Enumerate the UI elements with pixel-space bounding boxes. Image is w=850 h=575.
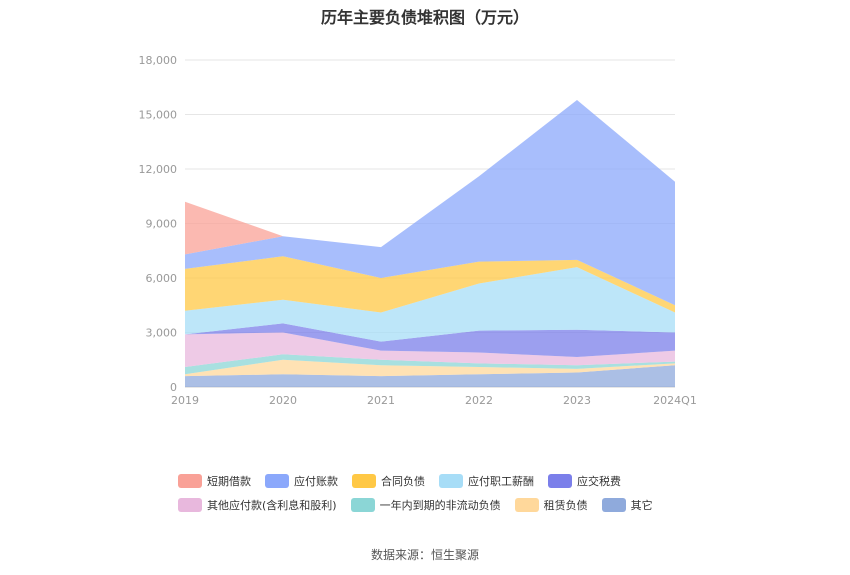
area-应付职工薪酬: [185, 267, 675, 342]
area-一年内到期的非流动负债: [185, 354, 675, 375]
y-tick-label: 18,000: [139, 54, 178, 67]
area-其他应付款(含利息和股利): [185, 332, 675, 368]
legend-label: 一年内到期的非流动负债: [379, 499, 501, 512]
area-series: [185, 99, 675, 387]
legend-item[interactable]: 应交税费: [548, 473, 621, 489]
area-租赁负债: [185, 359, 675, 377]
y-tick-label: 0: [170, 381, 177, 394]
legend-swatch: [439, 474, 463, 488]
legend-swatch: [265, 474, 289, 488]
legend-swatch: [601, 498, 626, 512]
area-其它: [185, 365, 675, 387]
legend-label: 应付职工薪酬: [468, 475, 534, 488]
legend-item[interactable]: 租赁负债: [514, 497, 588, 513]
y-tick-label: 15,000: [139, 109, 178, 122]
y-tick-label: 6,000: [146, 272, 178, 285]
legend-swatch: [178, 498, 202, 512]
legend-swatch: [178, 474, 202, 488]
legend-label: 短期借款: [207, 475, 251, 488]
y-axis: 0 3,000 6,000 9,000 12,000 15,000 18,000: [139, 54, 178, 394]
x-tick-label: 2020: [269, 394, 297, 407]
legend-swatch: [514, 498, 539, 512]
legend-item[interactable]: 短期借款: [178, 473, 251, 489]
y-tick-label: 9,000: [146, 218, 178, 231]
legend-label: 租赁负债: [543, 499, 588, 512]
x-tick-label: 2021: [367, 394, 395, 407]
legend-label: 其他应付款(含利息和股利): [207, 499, 337, 512]
area-短期借款: [185, 99, 675, 255]
x-tick-label: 2019: [171, 394, 199, 407]
chart-title: 历年主要负债堆积图（万元）: [320, 8, 529, 27]
legend: 短期借款 应付账款 合同负债 应付职工薪酬 应交税费 其他应付款(含利息和股利) 一年内到…: [178, 472, 698, 520]
legend-item[interactable]: 一年内到期的非流动负债: [350, 497, 501, 513]
y-tick-label: 3,000: [146, 327, 178, 340]
area-应交税费: [185, 323, 675, 358]
area-合同负债: [185, 256, 675, 313]
legend-label: 合同负债: [381, 475, 425, 488]
legend-label: 应交税费: [577, 475, 621, 488]
legend-item[interactable]: 合同负债: [352, 473, 425, 489]
x-axis: 2019 2020 2021 2022 2023 2024Q1: [171, 394, 697, 407]
legend-swatch: [548, 474, 572, 488]
data-source: 数据来源：恒生聚源: [370, 548, 479, 562]
legend-swatch: [350, 498, 375, 512]
legend-item[interactable]: 其它: [601, 497, 653, 513]
x-tick-label: 2024Q1: [653, 394, 697, 407]
legend-item[interactable]: 应付职工薪酬: [439, 473, 534, 489]
y-tick-label: 12,000: [139, 163, 178, 176]
area-应付账款: [185, 99, 675, 306]
x-tick-label: 2022: [465, 394, 493, 407]
legend-label: 应付账款: [294, 475, 338, 488]
x-tick-label: 2023: [563, 394, 591, 407]
legend-item[interactable]: 应付账款: [265, 473, 338, 489]
legend-swatch: [352, 474, 376, 488]
legend-row-2: 其他应付款(含利息和股利) 一年内到期的非流动负债 租赁负债 其它: [178, 496, 698, 514]
legend-item[interactable]: 其他应付款(含利息和股利): [178, 497, 337, 513]
legend-label: 其它: [630, 499, 653, 512]
legend-row-1: 短期借款 应付账款 合同负债 应付职工薪酬 应交税费: [178, 472, 698, 490]
